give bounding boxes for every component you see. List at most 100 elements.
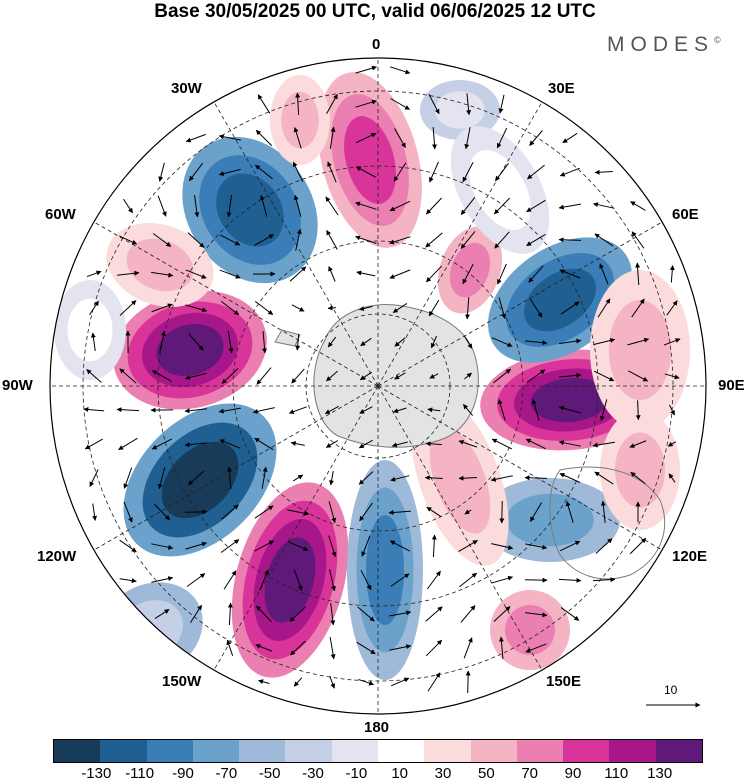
wind-arrow (525, 438, 547, 450)
colorbar-tick-label: 110 (604, 765, 629, 782)
wind-arrow (219, 439, 241, 449)
wind-arrow (594, 233, 614, 247)
colorbar-tick-label: 50 (477, 765, 495, 782)
wind-arrow (498, 94, 505, 114)
wind-arrow (458, 540, 478, 552)
wind-arrow (630, 471, 646, 485)
wind-arrow (490, 475, 513, 482)
wind-arrow (592, 202, 615, 209)
wind-arrow (390, 573, 410, 587)
lon-label-90e: 90E (718, 377, 745, 394)
wind-arrow (226, 466, 232, 490)
lon-label-150w: 150W (162, 673, 202, 690)
wind-arrow (431, 534, 437, 558)
anomaly-contour (505, 605, 555, 655)
colorbar-tick-label: -10 (345, 765, 368, 782)
graticule (50, 58, 706, 714)
wind-arrow (227, 331, 234, 354)
wind-arrow (628, 370, 649, 382)
wind-arrow (526, 233, 546, 247)
wind-arrow (460, 197, 476, 216)
wind-arrow (525, 340, 548, 346)
wind-arrow (428, 94, 440, 115)
wind-arrow (560, 607, 580, 621)
lon-label-30e: 30E (548, 80, 575, 97)
wind-arrow (358, 439, 373, 449)
wind-arrow (324, 405, 339, 415)
wind-arrow (357, 606, 375, 622)
wind-arrow (599, 399, 608, 422)
wind-arrow (426, 506, 442, 518)
wind-arrow (290, 640, 306, 656)
meridian-line (377, 385, 664, 552)
wind-arrow (258, 679, 270, 685)
meridian-line (377, 100, 544, 387)
wind-arrow (358, 678, 375, 686)
wind-arrow (592, 441, 615, 448)
wind-arrow (558, 440, 581, 447)
anomaly-contour (67, 298, 113, 362)
wind-arrow (83, 407, 105, 413)
wind-arrow (151, 370, 172, 382)
wind-arrow (529, 298, 543, 318)
wind-arrow (361, 535, 371, 557)
wind-arrow (493, 606, 511, 622)
wind-arrow (389, 66, 411, 75)
wind-arrow (629, 440, 647, 448)
wind-arrow (496, 127, 508, 149)
wind-arrow (559, 338, 582, 345)
map-disc (50, 58, 706, 714)
wind-arrow (463, 335, 473, 349)
wind-arrow (86, 369, 102, 383)
wind-arrow (430, 335, 438, 349)
wind-arrow (460, 605, 476, 623)
wind-arrow (218, 168, 241, 176)
wind-arrow (355, 166, 376, 178)
wind-arrow (330, 603, 336, 626)
wind-arrow (220, 539, 240, 553)
wind-arrow (359, 371, 372, 381)
wind-arrow (599, 263, 609, 285)
wind-arrow (327, 336, 337, 348)
wind-arrow (221, 368, 239, 384)
wind-arrow (460, 231, 476, 249)
wind-arrow (291, 368, 305, 384)
colorbar-swatch (424, 740, 471, 762)
anomaly-contour (366, 515, 404, 625)
wind-arrow (329, 471, 335, 486)
wind-arrow (389, 540, 410, 552)
wind-arrow (527, 164, 545, 180)
lon-label-150e: 150E (546, 673, 582, 690)
wind-arrow (185, 269, 207, 279)
wind-arrow (491, 438, 513, 450)
wind-arrow (86, 270, 102, 278)
wind-arrow (360, 569, 372, 591)
colorbar (53, 739, 703, 763)
wind-arrow (562, 132, 578, 144)
wind-arrow (498, 636, 504, 660)
wind-arrow (426, 197, 442, 215)
wind-arrow (184, 442, 207, 448)
anomaly-contour (469, 150, 531, 230)
wind-arrow (631, 298, 645, 318)
wind-arrow (89, 300, 99, 316)
wind-arrow (388, 509, 412, 515)
wind-arrow (425, 441, 443, 447)
lon-label-60w: 60W (45, 206, 76, 223)
wind-arrow (524, 475, 548, 481)
wind-arrow (560, 301, 580, 315)
wind-arrow (458, 439, 478, 448)
colorbar-swatch (377, 740, 425, 762)
wind-arrow (256, 367, 272, 385)
wind-arrow (261, 466, 268, 489)
wind-arrow (390, 475, 410, 482)
wind-arrow (295, 92, 301, 116)
wind-arrow (425, 639, 443, 657)
wind-arrow (327, 161, 337, 183)
wind-arrow (356, 270, 376, 277)
wind-arrow (328, 501, 337, 524)
wind-arrow (559, 473, 581, 483)
wind-arrow (292, 474, 304, 482)
wind-arrow (355, 65, 377, 74)
wind-arrow (227, 602, 233, 626)
